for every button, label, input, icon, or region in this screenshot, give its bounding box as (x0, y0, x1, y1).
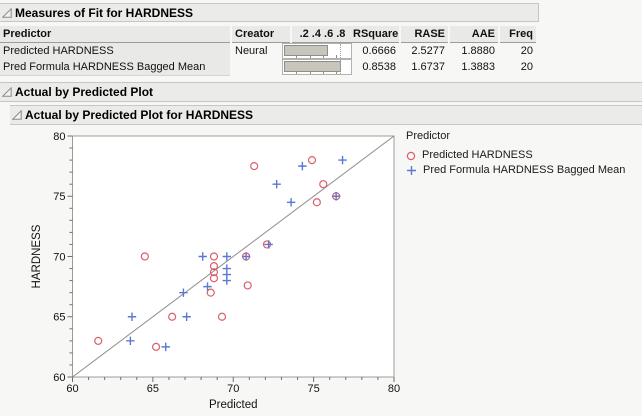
x-axis-label: Predicted (209, 399, 258, 411)
table-row-predictor: Pred Formula HARDNESS Bagged Mean (0, 59, 230, 76)
legend-item-pred-formula-bagged-mean[interactable]: Pred Formula HARDNESS Bagged Mean (406, 163, 625, 178)
identity-line (72, 135, 395, 378)
legend-item-label: Predicted HARDNESS (422, 149, 533, 161)
scatter-point[interactable] (209, 268, 219, 277)
col-header-rsquare: RSquare (353, 26, 399, 43)
bar-axis-tick (296, 71, 298, 74)
table-cell-creator: Neural (235, 45, 268, 57)
scatter-point[interactable] (331, 192, 341, 201)
legend-plus-marker-icon (407, 166, 416, 175)
x-tick-label: 60 (66, 383, 78, 395)
y-tick-label: 60 (53, 372, 65, 384)
col-header-predictor: Predictor (0, 26, 230, 43)
scatter-point[interactable] (179, 288, 188, 297)
table-cell-freq: 20 (520, 45, 533, 57)
scatter-point[interactable] (222, 276, 232, 285)
scatter-point[interactable] (94, 336, 103, 345)
scatter-point[interactable] (264, 240, 273, 249)
bar-axis-tick (309, 71, 311, 74)
bar-axis-tick (323, 71, 324, 74)
scatter-point[interactable] (209, 262, 219, 271)
actual-by-predicted-hardness-title: Actual by Predicted Plot for HARDNESS (25, 108, 254, 122)
table-cell-rsquare: 0.8538 (362, 61, 396, 73)
bar-axis-tick (309, 55, 311, 58)
table-cell-aae: 1.3883 (461, 61, 495, 73)
measures-of-fit-header[interactable]: Measures of Fit for HARDNESS (0, 3, 539, 22)
col-header-rase: RASE (401, 26, 448, 43)
bar-axis-tick (336, 55, 338, 58)
actual-by-predicted-title: Actual by Predicted Plot (15, 85, 154, 99)
fit-bar (284, 45, 329, 56)
scatter-point[interactable] (151, 342, 161, 351)
disclosure-triangle-icon[interactable] (2, 7, 12, 18)
table-cell-aae: 1.8880 (461, 45, 495, 57)
scatter-point[interactable] (307, 155, 317, 165)
legend-circle-marker-icon (406, 151, 416, 160)
disclosure-triangle-icon[interactable] (12, 110, 22, 120)
fit-bar-cell (282, 59, 352, 75)
scatter-point[interactable] (286, 198, 296, 207)
col-header-creator: Creator (232, 26, 290, 43)
table-cell-rase: 2.5277 (411, 45, 445, 57)
bar-axis-tick (296, 55, 298, 58)
y-tick-label: 65 (53, 312, 65, 324)
scatter-point[interactable] (272, 180, 281, 189)
col-header-freq: Freq (500, 26, 536, 43)
x-tick-label: 65 (147, 383, 159, 395)
scatter-point[interactable] (209, 252, 219, 261)
fit-bar (284, 61, 341, 72)
y-tick-label: 70 (53, 251, 65, 263)
table-cell-freq: 20 (520, 61, 533, 73)
scatter-point[interactable] (198, 252, 207, 261)
x-tick-label: 75 (308, 383, 320, 395)
bar-axis-tick (336, 71, 338, 74)
actual-by-predicted-header[interactable]: Actual by Predicted Plot (0, 82, 642, 102)
scatter-point[interactable] (140, 252, 149, 261)
scatter-point[interactable] (250, 162, 259, 171)
y-tick-label: 80 (53, 131, 65, 143)
scatter-point[interactable] (209, 274, 219, 283)
y-tick-label: 75 (53, 191, 65, 203)
bar-axis-tick (323, 55, 324, 58)
bar-reference-line (339, 44, 341, 58)
table-cell-rase: 1.6737 (411, 61, 445, 73)
x-tick-label: 80 (388, 383, 400, 395)
scatter-point[interactable] (319, 180, 328, 189)
scatter-point[interactable] (312, 198, 321, 207)
legend-item-predicted-hardness[interactable]: Predicted HARDNESS (406, 148, 625, 163)
scatter-point[interactable] (126, 336, 135, 346)
scatter-point[interactable] (168, 312, 177, 321)
plot-legend: Predictor Predicted HARDNESS Pred Formul… (406, 129, 625, 178)
scatter-point[interactable] (182, 312, 191, 321)
col-header-aae: AAE (450, 26, 498, 43)
scatter-point[interactable] (222, 252, 232, 261)
table-cell-rsquare: 0.6666 (362, 45, 396, 57)
bar-reference-line (339, 60, 341, 74)
actual-by-predicted-scatter-plot: 60 65 70 75 80 60 65 70 75 80 Predicted HARDNESS (31, 131, 400, 411)
actual-by-predicted-hardness-header[interactable]: Actual by Predicted Plot for HARDNESS (10, 105, 642, 125)
col-header-bar-scale: .2 .4 .6 .8 (292, 26, 353, 43)
scatter-point[interactable] (243, 281, 252, 290)
scatter-point[interactable] (206, 288, 215, 297)
scatter-point[interactable] (217, 312, 227, 321)
scatter-point[interactable] (127, 312, 137, 321)
scatter-point[interactable] (338, 155, 347, 165)
measures-of-fit-title: Measures of Fit for HARDNESS (15, 5, 194, 20)
legend-title: Predictor (406, 130, 451, 142)
scatter-point[interactable] (241, 252, 251, 261)
legend-item-label: Pred Formula HARDNESS Bagged Mean (423, 164, 626, 176)
scatter-point[interactable] (203, 282, 212, 291)
scatter-point[interactable] (298, 161, 307, 171)
y-axis-label: HARDNESS (31, 224, 43, 288)
fit-bar-cell (282, 43, 352, 59)
x-tick-label: 70 (227, 383, 239, 395)
scatter-point[interactable] (161, 342, 170, 352)
table-row-predictor: Predicted HARDNESS (0, 43, 230, 59)
disclosure-triangle-icon[interactable] (2, 87, 12, 97)
